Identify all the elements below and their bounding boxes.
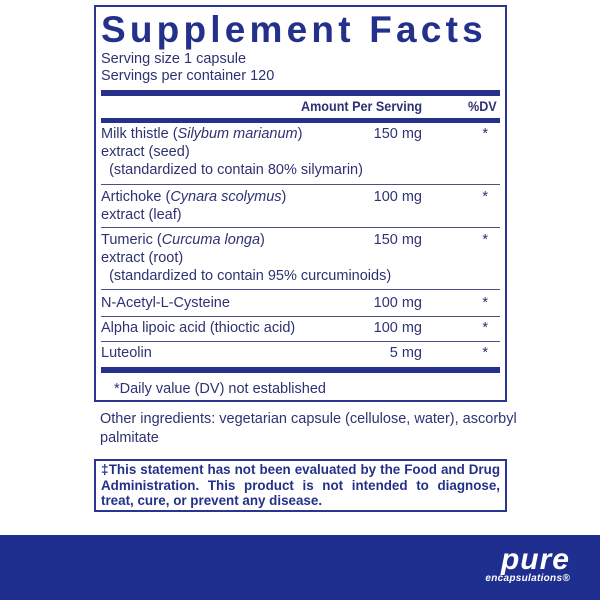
servings-per-container: Servings per container 120 bbox=[101, 68, 275, 84]
divider-thick bbox=[101, 90, 500, 96]
divider bbox=[101, 316, 500, 317]
supplement-facts-panel: Supplement Facts Serving size 1 capsule … bbox=[94, 5, 507, 402]
dv: * bbox=[482, 126, 488, 142]
brand-logo: pure encapsulations® bbox=[485, 543, 570, 585]
amount: 150 mg bbox=[373, 232, 422, 248]
amount: 100 mg bbox=[373, 320, 422, 336]
dv-header: %DV bbox=[468, 98, 497, 114]
brand-banner: pure encapsulations® bbox=[0, 535, 600, 600]
amount-header: Amount Per Serving bbox=[301, 98, 423, 114]
amount: 100 mg bbox=[373, 295, 422, 311]
dv: * bbox=[482, 232, 488, 248]
dv: * bbox=[482, 345, 488, 361]
fda-statement: ‡This statement has not been evaluated b… bbox=[94, 459, 507, 512]
dv: * bbox=[482, 295, 488, 311]
dv-footnote: *Daily value (DV) not established bbox=[114, 381, 326, 397]
divider bbox=[101, 227, 500, 228]
divider bbox=[101, 289, 500, 290]
panel-title: Supplement Facts bbox=[101, 9, 487, 50]
other-ingredients: Other ingredients: vegetarian capsule (c… bbox=[100, 411, 517, 446]
divider-thick bbox=[101, 118, 500, 123]
divider-thick bbox=[101, 367, 500, 373]
amount: 150 mg bbox=[373, 126, 422, 142]
amount: 5 mg bbox=[389, 345, 422, 361]
serving-size: Serving size 1 capsule bbox=[101, 51, 247, 67]
divider bbox=[101, 184, 500, 185]
divider bbox=[101, 341, 500, 342]
dv: * bbox=[482, 189, 488, 205]
amount: 100 mg bbox=[373, 189, 422, 205]
dv: * bbox=[482, 320, 488, 336]
